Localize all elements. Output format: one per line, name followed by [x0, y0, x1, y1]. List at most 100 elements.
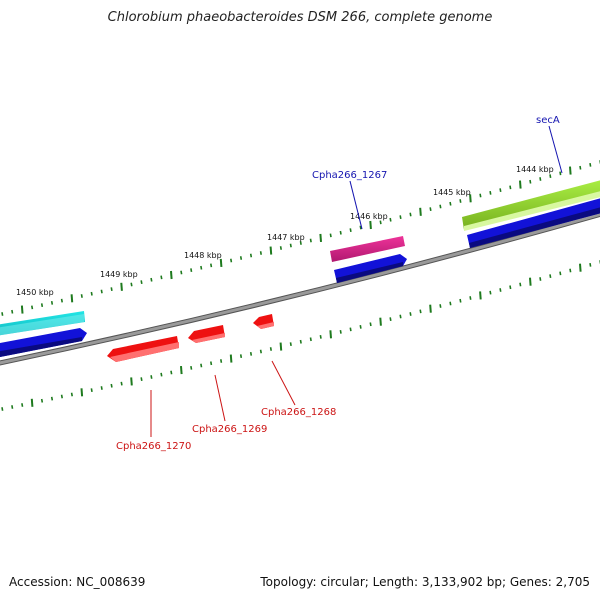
tick-outer-minor — [110, 287, 113, 292]
tick-outer-minor — [359, 225, 362, 230]
tick-outer-major — [469, 194, 472, 203]
gene-label-cpha266-1267[interactable]: Cpha266_1267 — [312, 170, 387, 181]
tick-outer-minor — [559, 171, 562, 176]
tick-inner-major — [379, 317, 382, 326]
tick-outer-minor — [80, 294, 83, 298]
tick-inner-minor — [349, 327, 352, 332]
tick-outer-minor — [160, 275, 163, 280]
tick-inner-minor — [1, 407, 4, 411]
gene-feature-seca[interactable] — [462, 179, 600, 230]
callout-line-cpha266-1267 — [349, 180, 363, 230]
gene-label-cpha266-1269[interactable]: Cpha266_1269 — [192, 424, 267, 435]
tick-inner-minor — [519, 282, 522, 287]
tick-outer-minor — [259, 251, 262, 255]
tick-inner-minor — [469, 296, 472, 300]
tick-outer-major — [419, 207, 422, 216]
tick-inner-minor — [439, 304, 442, 308]
tick-outer-minor — [249, 253, 253, 258]
tick-outer-minor — [11, 309, 14, 314]
scale-label-1446: 1446 kbp — [350, 212, 388, 221]
scale-label-1448: 1448 kbp — [184, 251, 222, 260]
tick-inner-minor — [110, 383, 113, 388]
tick-inner-minor — [559, 271, 562, 276]
tick-outer-minor — [389, 217, 392, 222]
tick-inner-minor — [60, 394, 63, 399]
tick-inner-minor — [549, 274, 552, 279]
tick-outer-minor — [539, 177, 542, 181]
tick-outer-minor — [1, 312, 4, 316]
tick-outer-minor — [31, 305, 34, 310]
tick-outer-minor — [339, 230, 342, 235]
map-title: Chlorobium phaeobacteroides DSM 266, com… — [107, 10, 493, 25]
scale-labels: 1450 kbp 1449 kbp 1448 kbp 1447 kbp 1446… — [16, 165, 554, 297]
tick-outer-minor — [289, 243, 292, 248]
tick-outer-minor — [239, 256, 243, 260]
tick-inner-minor — [369, 322, 372, 327]
tick-outer-minor — [230, 258, 233, 263]
gene-label-seca[interactable]: secA — [536, 115, 560, 126]
gene-feature-cpha266-1267[interactable] — [330, 236, 405, 262]
tick-outer-minor — [459, 199, 462, 203]
tick-inner-minor — [449, 301, 452, 306]
tick-inner-minor — [210, 361, 213, 366]
tick-outer-minor — [140, 280, 143, 285]
tick-outer-major — [219, 258, 223, 267]
genome-summary-text: Topology: circular; Length: 3,133,902 bp… — [260, 575, 590, 589]
tick-inner-major — [479, 291, 482, 300]
scale-label-1450: 1450 kbp — [16, 288, 54, 297]
tick-inner-minor — [499, 288, 502, 292]
cds-feature-blue-left-shade — [0, 337, 82, 358]
tick-inner-minor — [399, 314, 402, 319]
tick-inner-major — [130, 377, 133, 386]
tick-outer-minor — [399, 215, 402, 220]
tick-inner-minor — [389, 317, 392, 322]
tick-inner-major — [579, 263, 582, 272]
tick-outer-minor — [60, 298, 63, 303]
cds-feature-seca-shade — [469, 207, 600, 248]
tick-inner-minor — [40, 398, 44, 403]
scale-label-1449: 1449 kbp — [100, 270, 138, 279]
tick-outer-minor — [279, 246, 282, 250]
tick-inner-minor — [539, 277, 542, 281]
tick-inner-minor — [299, 339, 302, 344]
gene-feature-seca-highlight — [464, 191, 600, 231]
tick-outer-minor — [90, 291, 93, 296]
tick-outer-minor — [210, 263, 213, 268]
genome-backbone — [0, 212, 600, 365]
tick-outer-major — [369, 220, 372, 230]
tick-inner-minor — [259, 349, 262, 354]
tick-inner-minor — [190, 365, 193, 370]
tick-inner-major — [529, 277, 532, 286]
tick-inner-minor — [21, 403, 24, 407]
tick-inner-minor — [489, 290, 492, 295]
tick-inner-major — [329, 330, 332, 339]
gene-label-cpha266-1268[interactable]: Cpha266_1268 — [261, 407, 336, 418]
gene-label-cpha266-1270[interactable]: Cpha266_1270 — [116, 441, 191, 452]
tick-outer-minor — [579, 165, 582, 170]
tick-outer-minor — [429, 207, 432, 212]
tick-outer-minor — [379, 220, 382, 225]
gene-feature-cpha266-1269-highlight — [192, 333, 225, 343]
tick-inner-minor — [309, 337, 312, 342]
scale-label-1444: 1444 kbp — [516, 165, 554, 174]
tick-outer-major — [269, 246, 273, 255]
tick-inner-minor — [249, 351, 253, 356]
tick-outer-major — [70, 294, 74, 303]
accession-text: Accession: NC_008639 — [9, 575, 146, 589]
tick-inner-minor — [200, 363, 203, 368]
scale-ticks-inner — [1, 260, 600, 411]
scale-label-1447: 1447 kbp — [267, 233, 305, 242]
tick-outer-minor — [180, 270, 183, 275]
tick-inner-minor — [150, 375, 153, 379]
tick-outer-major — [20, 305, 24, 314]
tick-outer-minor — [329, 233, 332, 238]
tick-inner-minor — [220, 359, 223, 363]
tick-inner-minor — [289, 342, 292, 347]
tick-inner-minor — [50, 396, 54, 401]
tick-outer-major — [319, 233, 322, 242]
tick-outer-minor — [150, 277, 153, 282]
tick-inner-minor — [70, 392, 73, 397]
gene-feature-cpha266-1270-highlight — [110, 342, 179, 362]
tick-outer-minor — [529, 179, 532, 184]
